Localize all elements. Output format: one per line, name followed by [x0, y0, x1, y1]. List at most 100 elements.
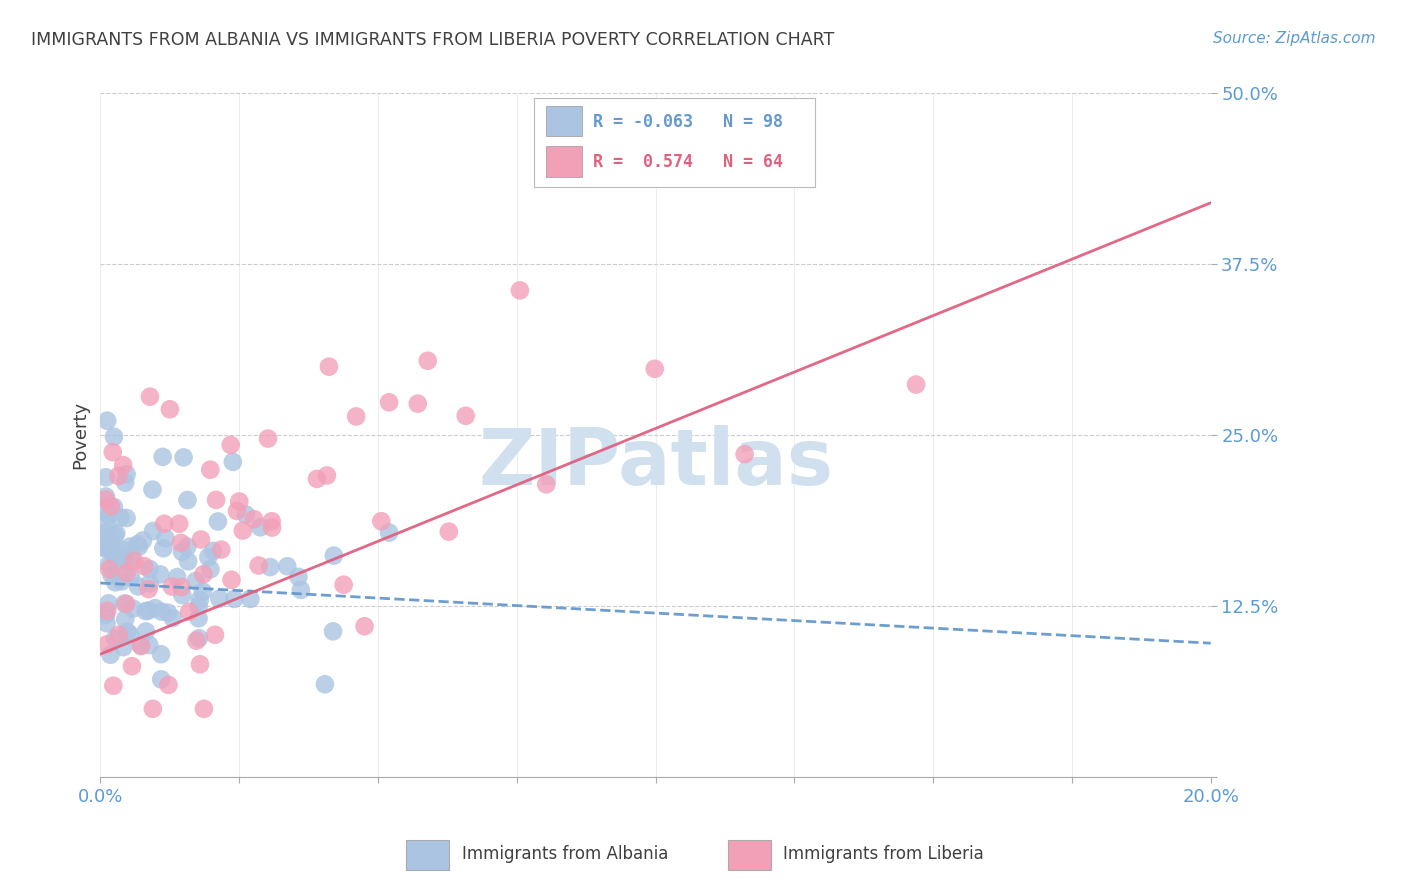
Point	[186, 633, 208, 648]
Point	[193, 567, 215, 582]
Point	[179, 605, 201, 619]
Point	[406, 397, 429, 411]
Point	[305, 472, 328, 486]
Point	[127, 579, 149, 593]
Point	[454, 409, 477, 423]
Point	[122, 601, 145, 615]
Point	[149, 567, 172, 582]
Point	[142, 702, 165, 716]
Text: Immigrants from Albania: Immigrants from Albania	[461, 845, 668, 863]
Point	[94, 540, 117, 554]
Point	[104, 528, 127, 542]
Point	[172, 545, 194, 559]
Point	[437, 524, 460, 539]
Point	[112, 458, 135, 472]
Point	[152, 450, 174, 464]
Point	[132, 533, 155, 548]
Point	[129, 638, 152, 652]
Point	[222, 455, 245, 469]
Point	[139, 390, 162, 404]
Point	[239, 591, 262, 606]
Point	[115, 467, 138, 482]
Point	[135, 604, 157, 618]
Point	[142, 524, 165, 538]
Point	[344, 409, 367, 424]
Point	[127, 537, 149, 551]
Point	[138, 603, 160, 617]
Point	[105, 526, 128, 541]
Point	[173, 450, 195, 465]
Point	[100, 568, 122, 582]
Point	[416, 353, 439, 368]
Point	[120, 570, 142, 584]
Point	[101, 545, 124, 559]
Point	[153, 516, 176, 531]
Point	[135, 624, 157, 639]
Point	[139, 576, 162, 591]
Point	[187, 632, 209, 646]
Y-axis label: Poverty: Poverty	[72, 401, 89, 469]
Point	[96, 637, 118, 651]
Point	[187, 599, 209, 614]
Point	[184, 574, 207, 588]
Point	[209, 542, 232, 557]
Text: R =  0.574   N = 64: R = 0.574 N = 64	[593, 153, 783, 171]
Point	[159, 402, 181, 417]
Point	[129, 639, 152, 653]
Point	[156, 606, 179, 620]
Point	[134, 559, 156, 574]
Point	[243, 512, 266, 526]
Point	[97, 596, 120, 610]
Point	[734, 447, 756, 461]
Point	[114, 597, 136, 611]
Point	[905, 377, 928, 392]
Point	[104, 575, 127, 590]
Point	[94, 470, 117, 484]
Point	[257, 432, 280, 446]
Text: R = -0.063   N = 98: R = -0.063 N = 98	[593, 113, 783, 131]
Point	[138, 638, 160, 652]
FancyBboxPatch shape	[546, 146, 582, 177]
Point	[191, 584, 214, 599]
Point	[193, 702, 215, 716]
Point	[219, 438, 242, 452]
Point	[98, 562, 121, 576]
Point	[160, 580, 183, 594]
Point	[176, 540, 198, 554]
Point	[118, 540, 141, 554]
Point	[314, 677, 336, 691]
Point	[536, 477, 558, 491]
Point	[100, 648, 122, 662]
FancyBboxPatch shape	[406, 840, 450, 870]
Point	[115, 566, 138, 580]
Point	[370, 514, 392, 528]
Point	[208, 591, 231, 606]
Point	[104, 632, 127, 646]
Point	[322, 549, 344, 563]
Text: IMMIGRANTS FROM ALBANIA VS IMMIGRANTS FROM LIBERIA POVERTY CORRELATION CHART: IMMIGRANTS FROM ALBANIA VS IMMIGRANTS FR…	[31, 31, 834, 49]
Point	[138, 562, 160, 576]
Point	[170, 580, 193, 594]
Point	[172, 588, 194, 602]
Point	[226, 504, 249, 518]
Point	[200, 562, 222, 576]
Point	[259, 560, 281, 574]
Point	[94, 492, 117, 507]
Point	[200, 463, 222, 477]
Point	[228, 494, 250, 508]
Point	[115, 597, 138, 611]
Point	[111, 543, 134, 558]
Point	[188, 592, 211, 607]
Point	[232, 524, 254, 538]
Text: Immigrants from Liberia: Immigrants from Liberia	[783, 845, 984, 863]
Point	[167, 516, 190, 531]
Point	[190, 533, 212, 547]
Point	[322, 624, 344, 639]
Point	[187, 611, 209, 625]
Point	[138, 582, 160, 596]
Point	[177, 554, 200, 568]
Point	[103, 500, 125, 514]
Point	[100, 500, 122, 514]
Point	[128, 540, 150, 554]
Point	[115, 511, 138, 525]
